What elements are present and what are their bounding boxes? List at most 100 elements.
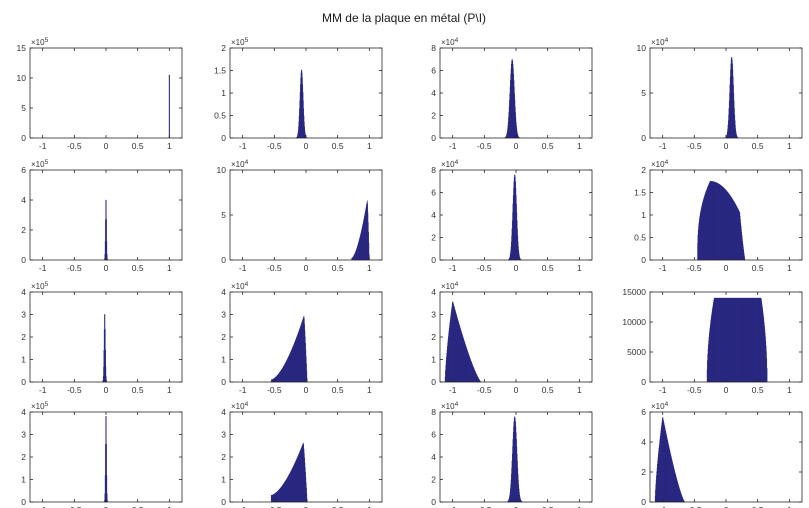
y-tick-label: 1 [21,355,26,365]
x-tick-label: 1 [577,505,582,508]
y-tick-label: 3 [221,310,226,320]
x-tick-label: -0.5 [477,141,492,151]
histogram-panel-3-4: -1 -0.5 0 0.5 1 0 5000 10000 15000 [622,287,803,395]
x-tick-label: 0 [304,263,309,273]
histogram-panel-2-4: -1 -0.5 0 0.5 1 0 0.5 1 1.5 2 ×104 [634,159,803,273]
y-tick-label: 6 [641,407,646,417]
y-tick-label: 0 [431,377,436,387]
y-tick-label: 6 [431,66,436,76]
y-tick-label: 0 [21,497,26,507]
x-tick-label: 0 [304,385,309,395]
y-tick-label: 15000 [622,287,646,297]
x-tick-label: 0 [514,263,519,273]
y-tick-label: 1.5 [634,188,646,198]
y-exponent-label: ×105 [231,37,249,47]
y-tick-label: 5000 [627,347,646,357]
histogram-panel-4-2: -1 -0.5 0 0.5 1 0 1 2 3 4 ×104 [221,401,383,508]
y-tick-label: 2 [431,475,436,485]
figure-title: MM de la plaque en métal (P\I) [322,11,486,25]
x-tick-label: 0 [514,385,519,395]
histogram-panel-1-3: -1 -0.5 0 0.5 1 0 2 4 6 8 ×104 [431,37,593,151]
y-tick-label: 4 [221,407,226,417]
x-tick-label: 0.5 [332,385,344,395]
y-exponent-label: ×104 [231,159,249,169]
y-exponent-label: ×104 [231,401,249,411]
x-tick-label: 0.5 [132,505,144,508]
x-tick-label: 0.5 [332,263,344,273]
y-tick-label: 2 [641,467,646,477]
x-tick-label: -1 [39,141,47,151]
histogram-bars [168,74,170,139]
y-tick-label: 3 [21,310,26,320]
x-tick-label: -0.5 [687,385,702,395]
y-tick-label: 1 [221,88,226,98]
y-tick-label: 0 [221,377,226,387]
histogram-panel-3-3: -1 -0.5 0 0.5 1 0 1 2 3 4 ×104 [431,281,593,395]
histogram-panel-4-3: -1 -0.5 0 0.5 1 0 2 4 6 8 ×104 [431,401,593,508]
x-tick-label: 1 [167,263,172,273]
x-tick-label: -0.5 [477,263,492,273]
y-tick-label: 1 [21,475,26,485]
y-exponent-label: ×105 [31,401,49,411]
x-tick-label: 0.5 [542,141,554,151]
x-tick-label: 1 [787,263,792,273]
x-tick-label: -0.5 [267,505,282,508]
y-tick-label: 3 [221,430,226,440]
y-tick-label: 2 [21,452,26,462]
x-tick-label: -0.5 [687,505,702,508]
x-tick-label: 0 [104,385,109,395]
x-tick-label: 1 [367,385,372,395]
x-tick-label: 0.5 [332,141,344,151]
x-tick-label: 0 [304,141,309,151]
histogram-bars [706,297,768,383]
y-tick-label: 0 [221,497,226,507]
y-tick-label: 0 [641,497,646,507]
y-tick-label: 10 [217,165,227,175]
x-tick-label: -1 [239,505,247,508]
y-tick-label: 8 [431,165,436,175]
x-tick-label: -0.5 [267,141,282,151]
x-tick-label: 0.5 [132,385,144,395]
histogram-panel-4-4: -1 -0.5 0 0.5 1 0 2 4 6 ×104 [641,401,803,508]
y-exponent-label: ×104 [651,401,669,411]
y-tick-label: 0 [21,133,26,143]
y-tick-label: 2 [221,452,226,462]
histogram-panel-2-1: -1 -0.5 0 0.5 1 0 2 4 6 ×105 [21,159,183,273]
x-tick-label: 0 [724,385,729,395]
x-tick-label: -0.5 [687,263,702,273]
x-tick-label: -0.5 [67,505,82,508]
histogram-bars [103,199,109,261]
x-tick-label: -0.5 [687,141,702,151]
x-tick-label: 1 [167,141,172,151]
y-tick-label: 0 [221,133,226,143]
x-tick-label: 0 [304,505,309,508]
y-tick-label: 5 [641,88,646,98]
y-exponent-label: ×104 [441,281,459,291]
x-tick-label: 0.5 [752,505,764,508]
x-tick-label: 1 [167,505,172,508]
histogram-bars [654,417,686,503]
y-tick-label: 0 [641,133,646,143]
y-exponent-label: ×104 [651,37,669,47]
y-tick-label: 2 [641,165,646,175]
y-tick-label: 2 [21,332,26,342]
y-tick-label: 1 [431,355,436,365]
y-tick-label: 4 [21,407,26,417]
x-tick-label: 1 [787,505,792,508]
y-tick-label: 0 [431,497,436,507]
histogram-panel-3-2: -1 -0.5 0 0.5 1 0 1 2 3 4 ×104 [221,281,383,395]
axes-box [229,47,383,139]
x-tick-label: -0.5 [477,505,492,508]
x-tick-label: 0 [514,141,519,151]
x-tick-label: 0.5 [752,141,764,151]
y-exponent-label: ×104 [651,159,669,169]
y-tick-label: 4 [21,195,26,205]
x-tick-label: -1 [659,263,667,273]
y-exponent-label: ×104 [231,281,249,291]
y-exponent-label: ×104 [441,159,459,169]
y-exponent-label: ×105 [31,281,49,291]
x-tick-label: 1 [577,263,582,273]
y-exponent-label: ×105 [31,159,49,169]
x-tick-label: -0.5 [67,263,82,273]
